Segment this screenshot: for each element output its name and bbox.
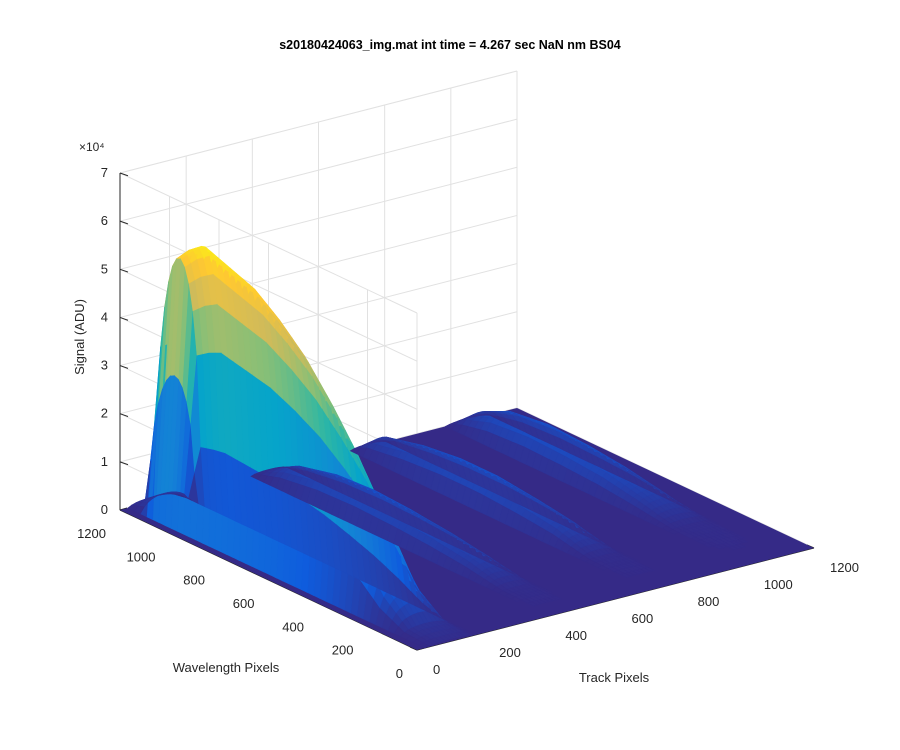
z-tick-label: 1 [101, 454, 108, 469]
tick-labels: 0 1 2 3 4 5 6 7 0 200 400 600 800 1000 1200 0 200 400 600 8… [77, 165, 859, 681]
grid-line [119, 70, 518, 174]
y-tick [119, 507, 128, 511]
x-tick-label: 400 [565, 628, 587, 643]
chart-title: s20180424063_img.mat int time = 4.267 se… [279, 38, 621, 52]
x-tick-label: 1200 [830, 560, 859, 575]
x-axis-label: Track Pixels [579, 670, 650, 685]
x-tick-label: 1000 [764, 577, 793, 592]
z-tick [119, 220, 129, 225]
z-tick-label: 0 [101, 502, 108, 517]
surface-patch [349, 447, 362, 455]
x-tick-label: 0 [433, 662, 440, 677]
grid-line [119, 172, 418, 314]
z-tick-label: 7 [101, 165, 108, 180]
y-tick-label: 800 [183, 573, 205, 588]
z-tick [119, 268, 129, 273]
surface [120, 245, 814, 650]
x-tick [409, 646, 418, 651]
y-tick-label: 200 [332, 643, 354, 658]
z-tick [119, 461, 129, 466]
y-tick-label: 1000 [127, 549, 156, 564]
y-axis-label: Wavelength Pixels [173, 660, 280, 675]
z-tick [119, 172, 129, 177]
x-tick-label: 200 [499, 645, 521, 660]
grid-line [119, 118, 518, 222]
z-tick-label: 3 [101, 358, 108, 373]
y-tick-label: 1200 [77, 526, 106, 541]
x-tick-label: 800 [698, 594, 720, 609]
surface-patch [127, 504, 139, 512]
x-tick-label: 600 [632, 611, 654, 626]
z-tick [119, 365, 129, 369]
z-tick-label: 4 [101, 309, 108, 324]
surface-patch [444, 423, 457, 430]
surface-patch [250, 473, 262, 480]
z-tick [119, 316, 129, 321]
y-tick-label: 0 [396, 666, 403, 681]
z-tick-label: 5 [101, 261, 108, 276]
z-exponent-label: ×10⁴ [79, 140, 105, 154]
z-tick-label: 2 [101, 406, 108, 421]
z-tick-label: 6 [101, 213, 108, 228]
z-tick [119, 413, 129, 417]
z-axis-label: Signal (ADU) [72, 299, 87, 375]
grid-line [119, 220, 418, 362]
y-tick-label: 400 [282, 619, 304, 634]
y-tick-label: 600 [233, 596, 255, 611]
